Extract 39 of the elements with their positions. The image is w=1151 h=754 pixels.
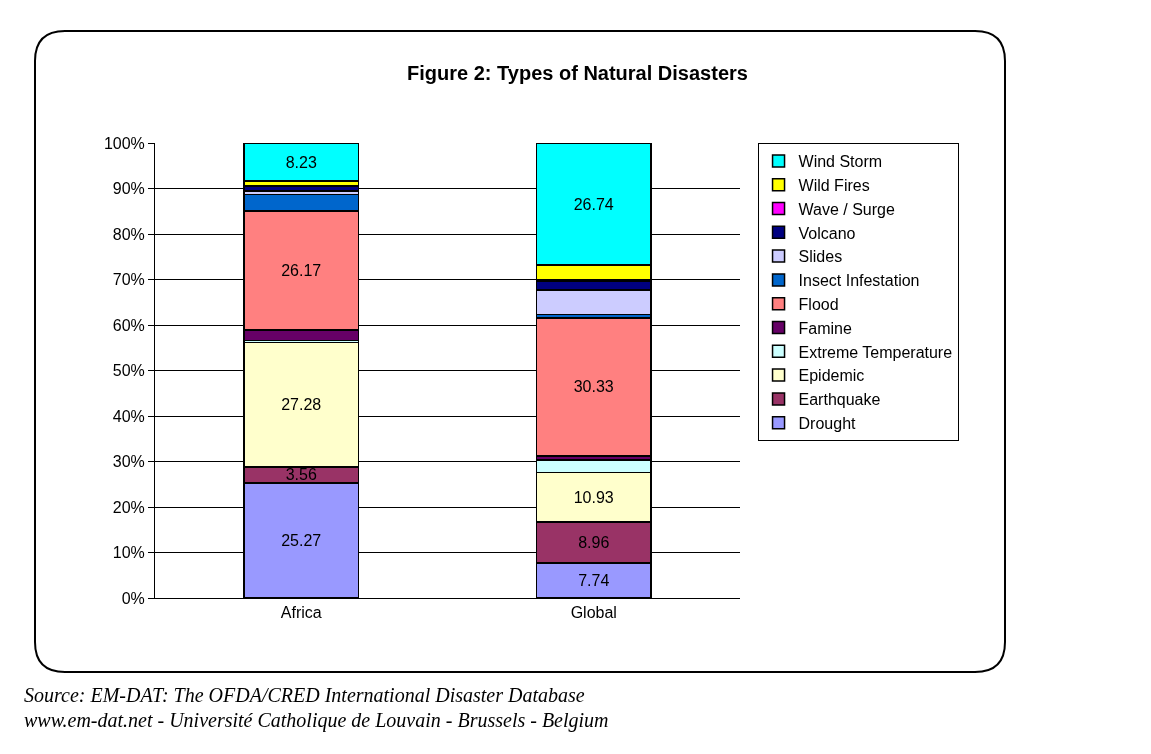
legend-label: Earthquake <box>798 391 881 409</box>
y-tick-label: 40% <box>112 407 145 425</box>
data-label: 8.23 <box>285 153 317 171</box>
legend-label: Wild Fires <box>798 176 870 194</box>
y-tick-label: 70% <box>112 271 145 289</box>
y-tick-label: 10% <box>112 544 145 562</box>
y-tick-label: 0% <box>121 589 145 607</box>
legend-label: Extreme Temperature <box>798 343 953 361</box>
y-tick-label: 50% <box>112 362 145 380</box>
bar <box>243 143 360 182</box>
x-tick-label: Africa <box>280 604 322 622</box>
y-tick-label: 90% <box>112 180 145 198</box>
legend-label: Wave / Surge <box>798 200 895 218</box>
data-label: 3.56 <box>285 466 317 484</box>
data-label: 26.17 <box>281 261 322 279</box>
chart-title: Figure 2: Types of Natural Disasters <box>407 62 748 84</box>
legend-label: Volcano <box>798 224 856 242</box>
legend-label: Insect Infestation <box>798 272 920 290</box>
legend-label: Wind Storm <box>798 153 883 171</box>
y-tick-label: 80% <box>112 225 145 243</box>
data-label: 10.93 <box>573 488 614 506</box>
legend-label: Flood <box>798 295 839 313</box>
legend-label: Slides <box>798 248 843 266</box>
legend-label: Epidemic <box>798 367 865 385</box>
data-label: 26.74 <box>573 195 614 213</box>
text: www.em-dat.net - Université Catholique de Louvain - Brussels - Belgium <box>24 709 609 732</box>
y-tick-label: 60% <box>112 316 145 334</box>
legend-label: Famine <box>798 319 852 337</box>
y-tick-label: 100% <box>103 134 145 152</box>
data-label: 27.28 <box>281 396 322 414</box>
data-label: 25.27 <box>281 532 322 550</box>
legend-label: Drought <box>798 414 857 432</box>
y-tick-label: 20% <box>112 498 145 516</box>
y-tick-label: 30% <box>112 453 145 471</box>
source-note: Source: EM-DAT: The OFDA/CRED International Disaster Database <box>24 684 585 706</box>
x-tick-label: Global <box>570 604 617 622</box>
data-label: 30.33 <box>573 378 614 396</box>
data-label: 8.96 <box>578 533 610 551</box>
data-label: 7.74 <box>578 571 610 589</box>
